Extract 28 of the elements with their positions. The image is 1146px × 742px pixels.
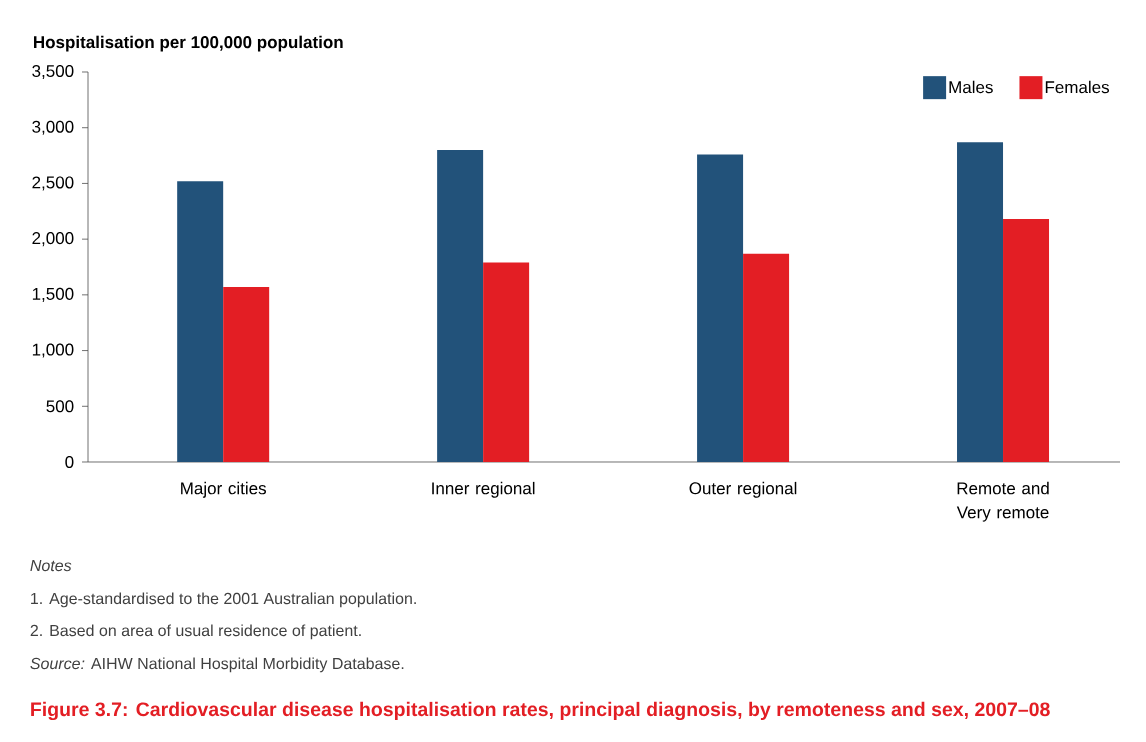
x-tick-label: Remote and Very remote xyxy=(956,481,1049,522)
bar xyxy=(223,287,270,462)
text: Source: AIHW National Hospital Morbidity Database. xyxy=(30,657,404,673)
y-tick-label: 1,500 xyxy=(32,287,74,302)
bar xyxy=(483,262,530,462)
y-tick-label: 0 xyxy=(65,455,74,469)
y-tick-label: 3,000 xyxy=(32,120,74,135)
text: 2. Based on area of usual residence of patient. xyxy=(30,624,361,640)
y-tick-label: 2,500 xyxy=(32,176,74,191)
text: Figure 3.7: Cardiovascular disease hospitalisation rates, principal diagnosis, by remoteness and sex, 2007–08 xyxy=(31,701,1050,721)
y-tick-label: 500 xyxy=(46,400,74,413)
y-tick-label: 3,500 xyxy=(32,64,74,80)
bar xyxy=(1003,219,1050,462)
legend-label: Males xyxy=(949,80,993,94)
y-tick-label: 2,000 xyxy=(32,232,74,247)
bar xyxy=(177,181,224,462)
y-axis-title: Hospitalisation per 100,000 population xyxy=(34,35,343,52)
bar xyxy=(743,253,790,462)
text: Notes xyxy=(30,559,72,572)
x-tick-label: Inner regional xyxy=(432,481,535,498)
bar xyxy=(957,142,1004,462)
y-tick-label: 1,000 xyxy=(32,343,74,358)
bar xyxy=(697,154,744,462)
x-tick-label: Major cities xyxy=(181,481,266,498)
x-tick-label: Outer regional xyxy=(689,481,797,498)
bar xyxy=(437,150,484,462)
legend-label: Females xyxy=(1045,80,1110,94)
text: 1. Age-standardised to the 2001 Australian population. xyxy=(31,592,416,608)
